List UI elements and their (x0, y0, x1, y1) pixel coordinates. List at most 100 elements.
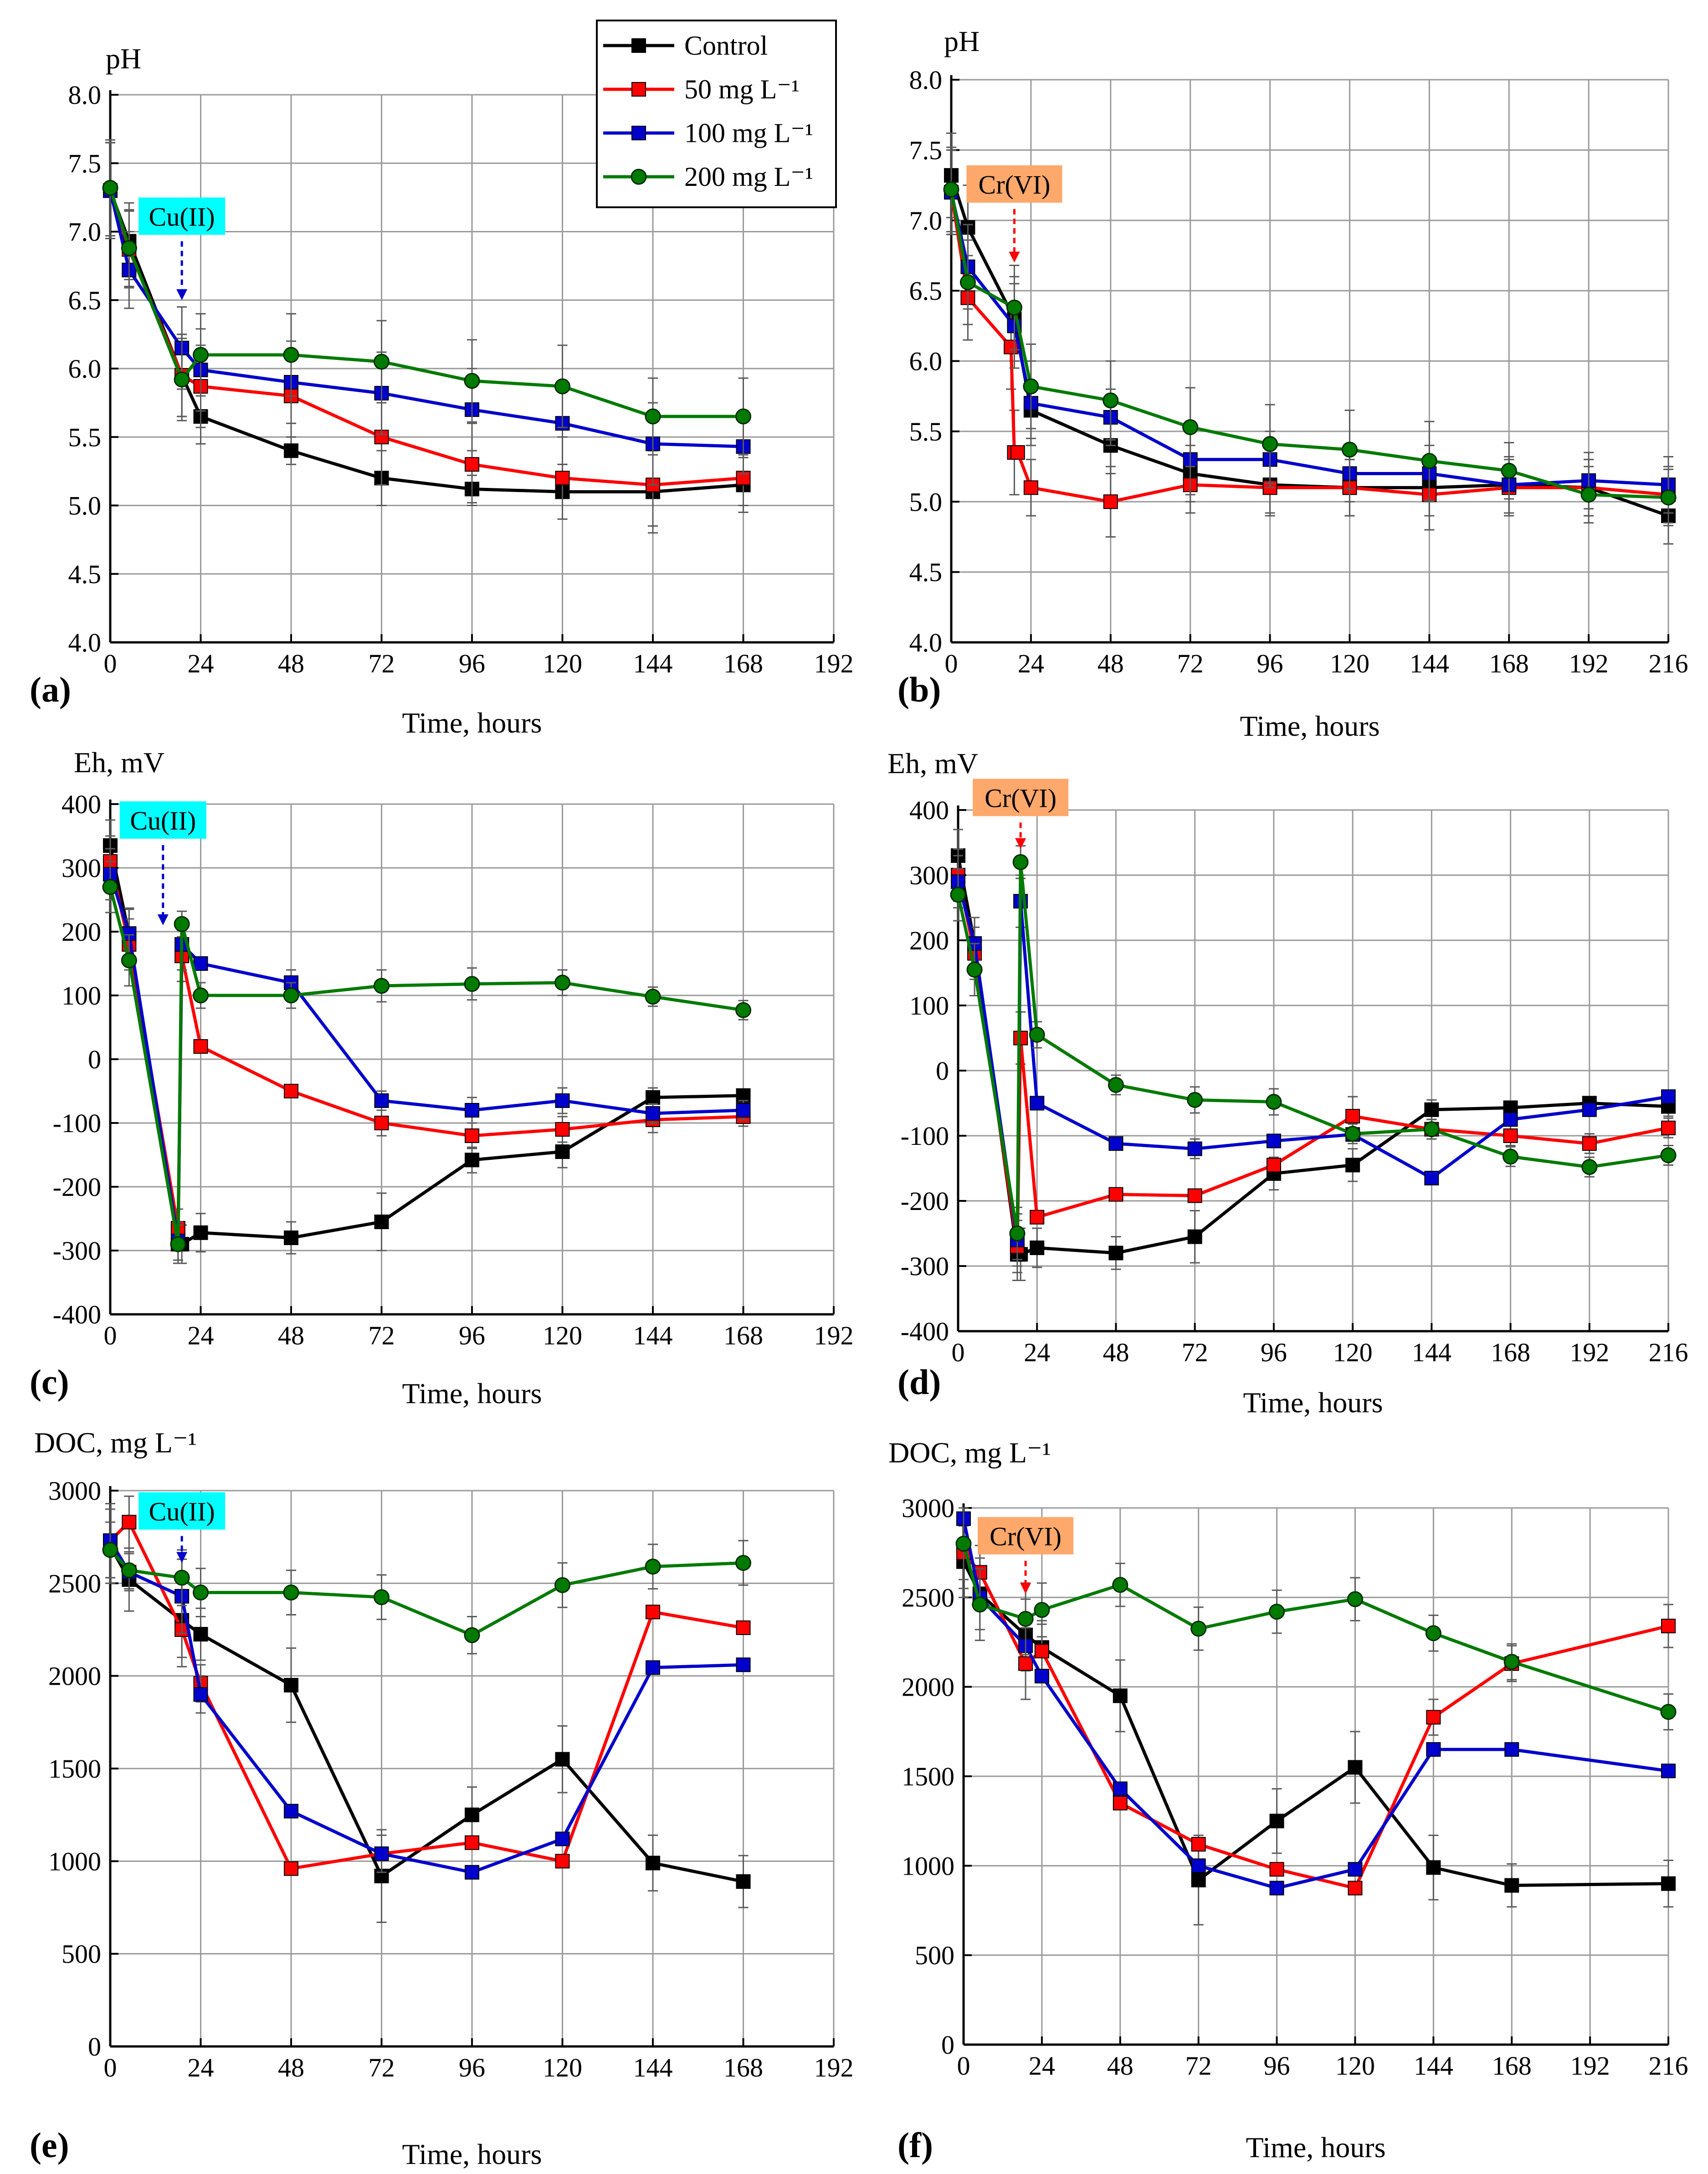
legend-label: 200 mg L⁻¹ (684, 162, 813, 192)
series-0 (956, 1525, 1676, 1926)
y-tick-label: 6.5 (68, 286, 102, 315)
x-tick-label: 168 (1491, 1338, 1530, 1367)
series-2 (944, 149, 1676, 514)
y-tick-label: 7.0 (68, 217, 102, 247)
y-tick-label: 0 (88, 1045, 101, 1074)
series-line (108, 873, 744, 1243)
x-tick-label: 144 (1414, 2051, 1453, 2081)
y-tick-label: 5.0 (68, 491, 102, 521)
data-point (1660, 1147, 1677, 1164)
data-point (465, 1103, 479, 1118)
series-0 (951, 829, 1676, 1281)
addition-annotation: Cu(II) (138, 197, 226, 300)
data-point (1426, 1710, 1441, 1725)
x-tick-label: 72 (1182, 1338, 1208, 1367)
y-axis-label: DOC, mg L⁻¹ (888, 1436, 1051, 1469)
series-line (949, 192, 1669, 503)
y-tick-label: 5.5 (68, 422, 102, 452)
legend-label: Control (684, 31, 768, 61)
x-tick-label: 72 (1185, 2051, 1212, 2081)
data-point (102, 879, 118, 895)
series-3 (102, 139, 751, 456)
x-tick-label: 216 (1649, 1338, 1688, 1367)
data-point (1504, 1878, 1519, 1893)
data-point (736, 1620, 751, 1635)
data-point (1661, 1619, 1676, 1634)
data-point (193, 1039, 208, 1054)
y-tick-label: -200 (901, 1186, 949, 1216)
series-line (108, 187, 744, 418)
data-point (554, 378, 570, 395)
data-point (554, 974, 570, 991)
x-tick-label: 72 (1177, 649, 1204, 678)
data-point (1424, 1102, 1439, 1117)
x-tick-label: 192 (814, 2053, 854, 2082)
data-point (1266, 1158, 1281, 1173)
x-tick-label: 24 (1018, 649, 1044, 678)
data-point (102, 179, 118, 196)
series-line (949, 192, 1669, 487)
data-point (1503, 1654, 1520, 1670)
data-point (1023, 378, 1039, 395)
x-tick-label: 72 (369, 1321, 395, 1350)
data-point (943, 181, 959, 198)
data-point (1108, 1136, 1123, 1151)
data-point (1266, 1133, 1281, 1149)
data-point (1023, 480, 1038, 495)
x-tick-label: 120 (1330, 649, 1369, 678)
data-point (1191, 1837, 1206, 1852)
data-point (464, 1627, 480, 1643)
addition-annotation: Cr(VI) (966, 165, 1062, 263)
data-point (465, 457, 479, 472)
data-point (555, 1752, 570, 1767)
data-point (1034, 1602, 1050, 1618)
panel-e: 0 24 48 72 96 120 144 168 192 0 500 1000 1500 2000 250… (30, 1426, 854, 2170)
data-point (283, 987, 299, 1004)
data-point (959, 274, 976, 291)
data-point (1345, 1109, 1360, 1124)
x-tick-label: 48 (278, 649, 304, 678)
data-point (1421, 453, 1437, 469)
y-tick-label: 7.0 (909, 206, 943, 236)
y-axis-label: pH (106, 42, 141, 75)
y-tick-label: 6.5 (909, 276, 943, 306)
annotation-label: Cu(II) (130, 806, 196, 836)
y-tick-label: 200 (62, 917, 101, 947)
data-point (1191, 1858, 1206, 1873)
data-point (1103, 494, 1118, 509)
series-line (108, 1540, 744, 1874)
x-tick-label: 96 (1264, 2051, 1290, 2081)
data-point (1108, 1077, 1124, 1093)
data-point (1030, 1210, 1045, 1225)
addition-annotation: Cr(VI) (973, 779, 1069, 849)
data-point (646, 1856, 660, 1871)
x-tick-label: 96 (1261, 1338, 1287, 1367)
y-axis-label: Eh, mV (74, 746, 164, 779)
data-point (284, 1678, 298, 1692)
data-point (193, 1225, 208, 1240)
annotation-label: Cu(II) (149, 1497, 215, 1527)
data-point (374, 1868, 389, 1883)
y-tick-label: 2000 (48, 1661, 101, 1691)
x-tick-label: 24 (1024, 1338, 1050, 1367)
data-point (646, 1660, 660, 1675)
y-tick-label: -200 (53, 1172, 101, 1202)
data-point (464, 976, 480, 992)
data-point (1103, 392, 1119, 409)
y-axis-label: DOC, mg L⁻¹ (34, 1426, 197, 1459)
annotation-arrow-head (1015, 838, 1026, 849)
data-point (284, 1861, 298, 1876)
x-axis-label: Time, hours (1240, 710, 1380, 742)
y-tick-label: 5.5 (909, 417, 943, 446)
data-point (1269, 1862, 1284, 1877)
data-point (1501, 462, 1517, 479)
y-tick-label: 0 (936, 1056, 949, 1086)
x-tick-label: 120 (1335, 2051, 1375, 2081)
data-point (121, 1562, 137, 1579)
x-tick-label: 192 (814, 1321, 854, 1350)
data-point (1010, 445, 1025, 460)
x-tick-label: 72 (369, 649, 395, 678)
data-point (1006, 299, 1022, 316)
series-line (108, 190, 744, 448)
addition-annotation: Cr(VI) (978, 1517, 1074, 1594)
